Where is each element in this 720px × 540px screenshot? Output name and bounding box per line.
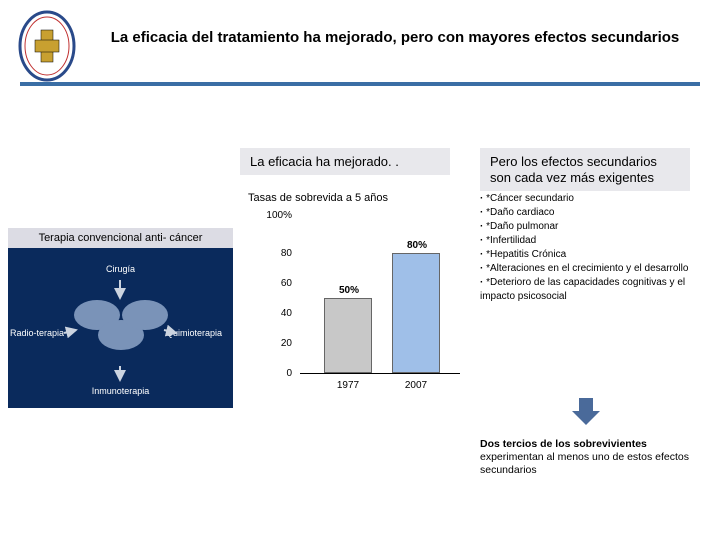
chart-plot: 50% 80% [300,224,460,374]
bullet-item: *Alteraciones en el crecimiento y el des… [480,262,700,276]
chart-bar-label: 50% [325,285,373,296]
side-effects-list: *Cáncer secundario*Daño cardiaco*Daño pu… [480,192,700,304]
chart-xcat: 1977 [324,380,372,391]
footer-lead: Dos tercios de los sobrevivientes [480,438,647,450]
chart-ytick: 60 [281,278,292,289]
bullet-item: *Daño cardiaco [480,206,700,220]
chart-ytick: 80 [281,248,292,259]
bullet-item: *Deterioro de las capacidades cognitivas… [480,276,700,304]
bullet-item: *Daño pulmonar [480,220,700,234]
subtitle-efficacy: La eficacia ha mejorado. . [240,148,450,175]
chart-bar: 80% [392,253,440,373]
chart-title: Tasas de sobrevida a 5 años [248,192,388,204]
therapy-title: Terapia convencional anti- cáncer [8,228,233,248]
therapy-arrows [8,258,233,408]
chart-y100: 100% [266,210,292,221]
bullet-item: *Infertilidad [480,234,700,248]
therapy-diagram: Terapia convencional anti- cáncer Cirugí… [8,228,233,408]
bullet-item: *Hepatitis Crónica [480,248,700,262]
title-rule [20,82,700,86]
chart-ytick: 0 [286,368,292,379]
chart-ytick: 20 [281,338,292,349]
chart-bar-label: 80% [393,240,441,251]
chart-xcat: 2007 [392,380,440,391]
chart-ytick: 40 [281,308,292,319]
slide-title: La eficacia del tratamiento ha mejorado,… [110,28,680,48]
survival-chart: 100% 50%80% 02040608019772007 [270,210,460,420]
hospital-logo [18,10,76,82]
chart-bar: 50% [324,298,372,373]
bullet-item: *Cáncer secundario [480,192,700,206]
footer-text: Dos tercios de los sobrevivientes experi… [480,438,705,477]
subtitle-side-effects: Pero los efectos secundarios son cada ve… [480,148,690,191]
footer-rest: experimentan al menos uno de estos efect… [480,451,689,476]
